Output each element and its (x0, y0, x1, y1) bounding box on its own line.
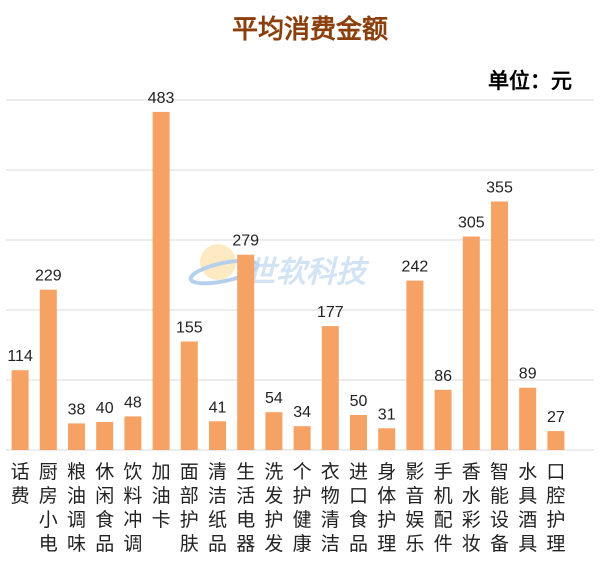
category-label: 生活电器 (236, 461, 255, 555)
value-label: 155 (176, 320, 203, 337)
watermark: 世软科技 (188, 244, 370, 290)
bar (237, 254, 255, 450)
bar (96, 422, 114, 450)
bar (406, 280, 424, 450)
category-label: 休闲食品 (95, 461, 114, 555)
value-label: 27 (547, 409, 565, 426)
value-label: 38 (68, 401, 86, 418)
value-label: 177 (317, 304, 344, 321)
category-labels: 话费厨房小电粮油调味休闲食品饮料冲调加油卡面部护肤清洁纸品生活电器洗发护发个护健… (11, 461, 566, 555)
bar (293, 426, 311, 450)
value-label: 40 (96, 400, 114, 417)
watermark-text: 世软科技 (246, 255, 370, 290)
bars (11, 111, 565, 451)
category-label: 水具酒具 (518, 461, 537, 555)
category-label: 饮料冲调 (123, 461, 142, 555)
value-label: 54 (265, 390, 283, 407)
globe-logo-icon (188, 244, 260, 286)
category-label: 身体护理 (377, 461, 396, 555)
bar (180, 341, 198, 450)
value-label: 48 (124, 394, 142, 411)
value-label: 483 (148, 90, 175, 107)
value-label: 86 (434, 368, 452, 385)
bar (491, 201, 508, 450)
category-label: 加油卡 (152, 461, 171, 531)
bar (68, 423, 85, 450)
category-label: 话费 (11, 461, 30, 507)
bar (11, 370, 29, 450)
bar (434, 389, 452, 450)
value-label: 114 (7, 348, 33, 365)
bar (350, 415, 367, 450)
value-labels: 114 229 38 40 48 483 155 41 279 54 34 177 50 31 242 86 3… (7, 90, 565, 426)
category-label: 影音娱乐 (405, 461, 424, 555)
bar (378, 428, 396, 450)
category-label: 个护健康 (293, 461, 312, 555)
bar (321, 326, 339, 450)
category-label: 香水彩妆 (462, 461, 481, 555)
value-label: 305 (458, 215, 485, 232)
value-label: 229 (35, 268, 62, 285)
value-label: 41 (209, 399, 227, 416)
bar (265, 412, 283, 450)
bar (462, 236, 480, 450)
unit-label: 单位：元 (488, 69, 572, 93)
bar (152, 111, 170, 451)
value-label: 89 (519, 366, 537, 383)
category-label: 口腔护理 (546, 461, 565, 555)
category-label: 清洁纸品 (208, 461, 227, 555)
chart-title: 平均消费金额 (232, 14, 388, 45)
bar (547, 431, 565, 450)
category-label: 衣物清洁 (321, 461, 340, 555)
bar (519, 387, 537, 450)
bar (209, 421, 226, 450)
category-label: 洗发护发 (264, 461, 283, 555)
value-label: 34 (293, 404, 311, 421)
value-label: 242 (402, 259, 429, 276)
value-label: 50 (350, 393, 368, 410)
category-label: 粮油调味 (67, 461, 86, 555)
category-label: 厨房小电 (39, 461, 58, 555)
category-label: 智能设备 (490, 461, 509, 555)
value-label: 355 (486, 180, 513, 197)
bar (124, 416, 142, 450)
value-label: 31 (378, 406, 396, 423)
value-label: 279 (232, 233, 259, 250)
category-label: 手机配件 (434, 461, 453, 555)
category-label: 面部护肤 (180, 461, 199, 555)
category-label: 进口食品 (349, 461, 368, 555)
bar (39, 289, 57, 450)
